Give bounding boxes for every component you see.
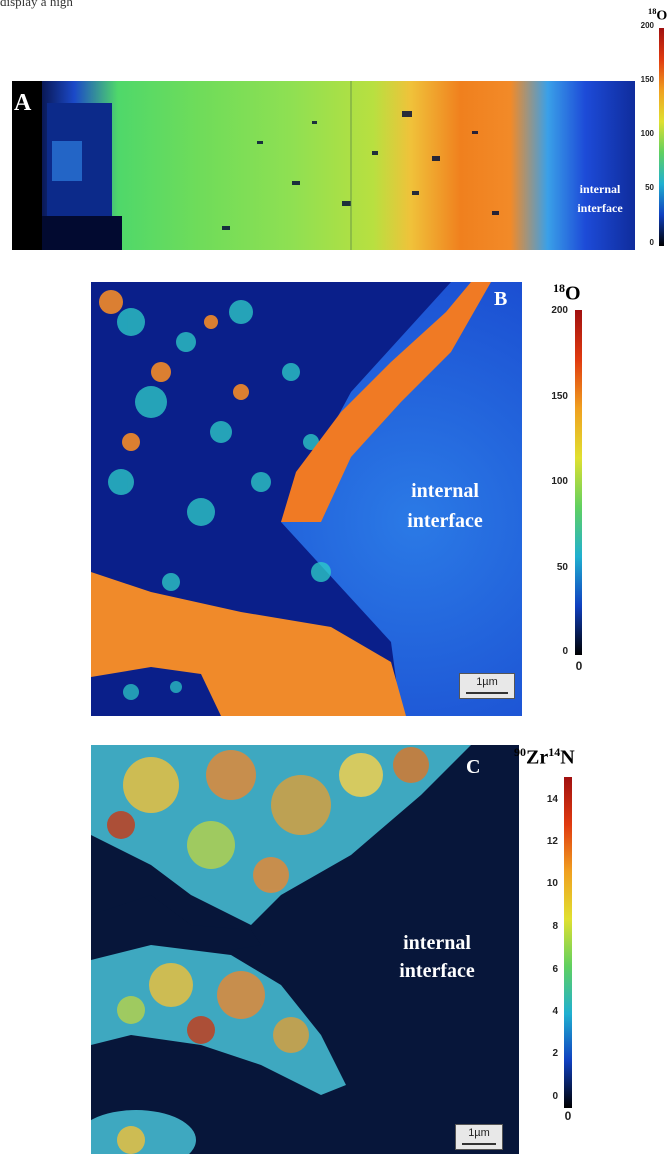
panel-b-scale-line: [466, 692, 508, 694]
colorbar-c-tick-4: 4: [552, 1006, 558, 1017]
panel-c-letter: C: [466, 756, 481, 778]
colorbar-c-min-label: 0: [564, 1109, 572, 1123]
colorbar-a-tick-50: 50: [645, 183, 654, 192]
colorbar-c-tick-14: 14: [546, 794, 558, 805]
colorbar-a-tick-0: 0: [649, 238, 654, 247]
panel-c-scale-label: 1µm: [468, 1127, 490, 1139]
colorbar-a-tick-100: 100: [640, 129, 654, 138]
panel-a-overlay-line1: internal: [579, 182, 621, 196]
panel-c-overlay-line1: internal: [403, 932, 471, 954]
colorbar-c: [564, 777, 572, 1108]
colorbar-c-tick-12: 12: [546, 836, 558, 847]
colorbar-b-tick-100: 100: [551, 476, 568, 487]
colorbar-b-tick-0: 0: [562, 646, 568, 657]
panel-c-image: [91, 745, 519, 1154]
caption-fragment: display a high: [0, 0, 73, 9]
colorbar-b-min-label: 0: [575, 659, 583, 673]
colorbar-a-label: 18O: [648, 7, 668, 24]
colorbar-c-tick-6: 6: [552, 964, 558, 975]
panel-b-letter: B: [494, 288, 508, 310]
panel-b-image: [91, 282, 522, 716]
panel-a-letter: A: [14, 90, 32, 116]
panel-b-scale-label: 1µm: [476, 676, 498, 688]
colorbar-b-tick-50: 50: [556, 562, 568, 573]
panel-c-scale-bar: 1µm: [455, 1124, 503, 1150]
colorbar-c-label: 90Zr14N: [514, 745, 575, 769]
panel-c-scale-line: [462, 1143, 496, 1145]
colorbar-b: [575, 310, 582, 655]
panel-c-overlay-line2: interface: [399, 960, 475, 982]
colorbar-c-tick-10: 10: [546, 878, 558, 889]
colorbar-c-tick-0: 0: [552, 1091, 558, 1102]
colorbar-b-label: 18O: [553, 281, 581, 305]
colorbar-b-tick-200: 200: [551, 305, 568, 316]
colorbar-c-tick-8: 8: [552, 921, 558, 932]
colorbar-a: [659, 28, 664, 246]
colorbar-b-tick-150: 150: [551, 391, 568, 402]
panel-b-overlay-line2: interface: [407, 510, 483, 532]
panel-b-scale-bar: 1µm: [459, 673, 515, 699]
colorbar-a-tick-200: 200: [640, 21, 654, 30]
colorbar-c-tick-2: 2: [552, 1048, 558, 1059]
colorbar-a-tick-150: 150: [640, 75, 654, 84]
panel-a-image: [12, 81, 635, 250]
panel-b-overlay-line1: internal: [411, 480, 479, 502]
panel-a-overlay-line2: interface: [577, 201, 623, 215]
